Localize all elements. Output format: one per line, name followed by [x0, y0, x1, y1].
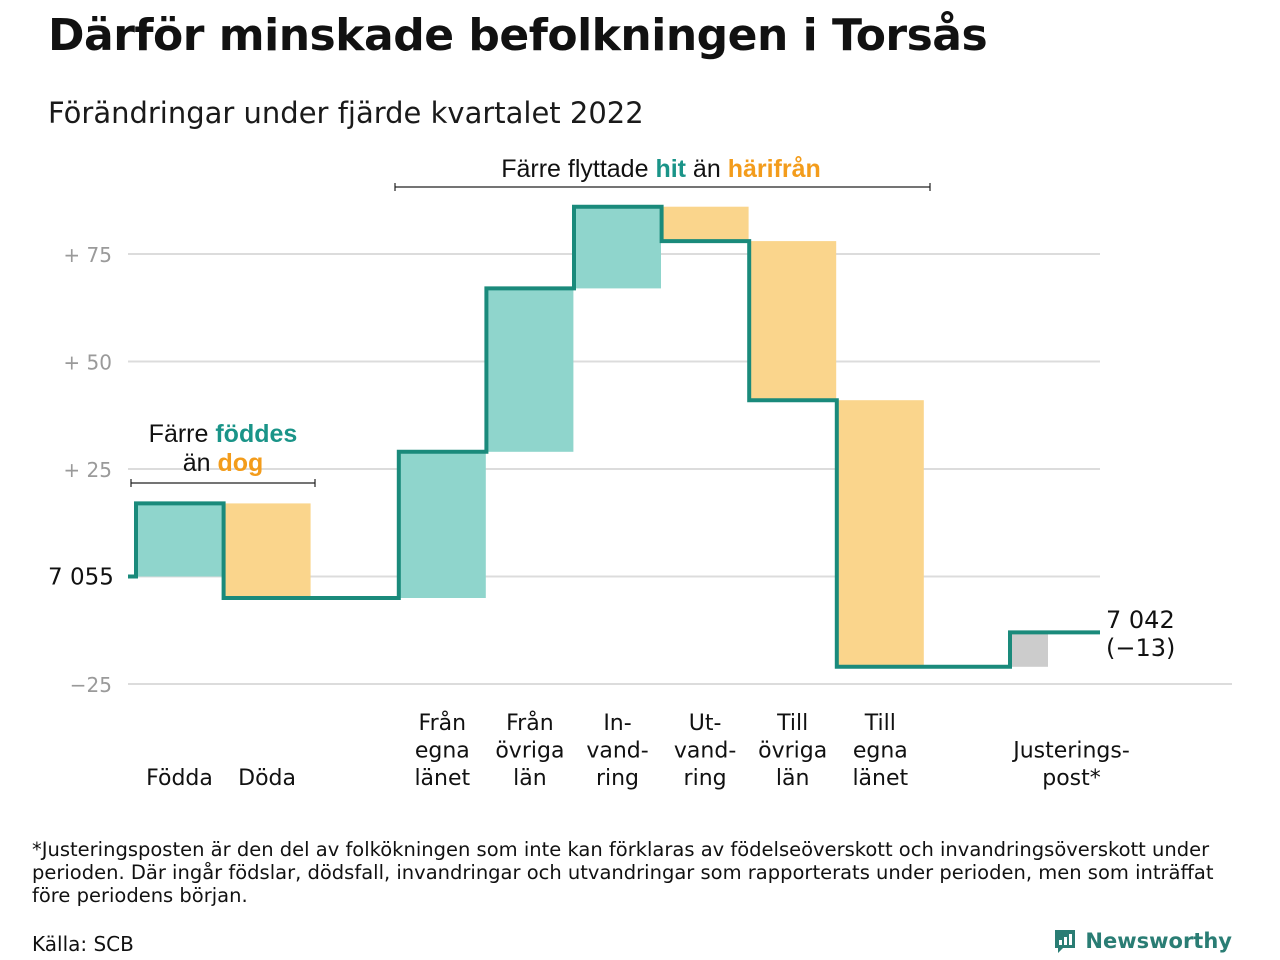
bar-outflow — [749, 241, 837, 401]
category-labels: Födda DödaFrånegnalänetFrånövrigalänIn-va… — [146, 710, 1130, 791]
waterfall-chart: + 75+ 50+ 25−257 055 Födda DödaFrånegnalä… — [48, 155, 1232, 791]
brand-name: Newsworthy — [1085, 929, 1232, 953]
births-annotation-line1: Färre föddes — [149, 420, 298, 448]
bar-outflow — [223, 503, 311, 598]
category-label: Till — [864, 711, 896, 736]
category-label: Justerings- — [1011, 739, 1130, 764]
category-label: länet — [414, 766, 470, 791]
end-change: (−13) — [1106, 634, 1175, 662]
category-label: länet — [852, 766, 908, 791]
bar-outflow — [661, 206, 749, 242]
start-value-label: 7 055 — [48, 565, 114, 591]
annotations: Färre föddes än dog Färre flyttade hit ä… — [130, 155, 931, 487]
brand-logo: Newsworthy — [1053, 928, 1232, 954]
category-label: Från — [506, 710, 554, 736]
migration-annotation: Färre flyttade hit än härifrån — [501, 155, 821, 183]
newsworthy-logo-icon — [1055, 930, 1076, 953]
bar-outflow — [836, 400, 924, 667]
category-label: övriga — [495, 739, 564, 764]
bar-inflow — [136, 503, 223, 577]
births-annotation-line2: än dog — [183, 449, 264, 477]
category-label: vand- — [674, 739, 736, 764]
y-tick-label: −25 — [70, 673, 112, 697]
y-tick-labels: + 75 + 50 + 25 −25 7 055 — [48, 243, 114, 697]
end-value: 7 042 — [1106, 606, 1175, 634]
category-label: In- — [603, 711, 631, 736]
category-label: egna — [415, 739, 470, 764]
category-label: Döda — [238, 766, 296, 791]
bar-inflow — [398, 451, 486, 598]
end-value-label: 7 042 (−13) — [1106, 606, 1175, 662]
chart-subtitle: Förändringar under fjärde kvartalet 2022 — [48, 96, 644, 130]
footnote: *Justeringsposten är den del av folkökni… — [32, 838, 1214, 907]
source-label: Källa: SCB — [32, 932, 134, 956]
category-label: Ut- — [689, 711, 722, 736]
category-label: län — [776, 766, 810, 791]
category-label: vand- — [586, 739, 648, 764]
bar-inflow — [574, 206, 661, 289]
category-label: övriga — [758, 739, 827, 764]
category-label: Till — [776, 711, 808, 736]
y-tick-label: + 25 — [63, 458, 112, 482]
cumulative-line — [128, 204, 1100, 669]
bar-inflow — [486, 288, 574, 452]
bar-adjust — [1010, 632, 1048, 667]
y-tick-label: + 75 — [63, 243, 112, 267]
gridlines — [128, 253, 1232, 685]
category-label: län — [513, 766, 547, 791]
category-label: Från — [419, 710, 467, 736]
y-tick-label: + 50 — [63, 351, 112, 375]
chart-title: Därför minskade befolkningen i Torsås — [48, 10, 988, 61]
category-label: ring — [596, 766, 639, 791]
bars — [136, 206, 1048, 667]
category-label: Födda — [146, 766, 213, 791]
category-label: egna — [853, 739, 908, 764]
category-label: post* — [1042, 766, 1101, 791]
cumulative-step-line — [128, 204, 1100, 669]
category-label: ring — [684, 766, 727, 791]
